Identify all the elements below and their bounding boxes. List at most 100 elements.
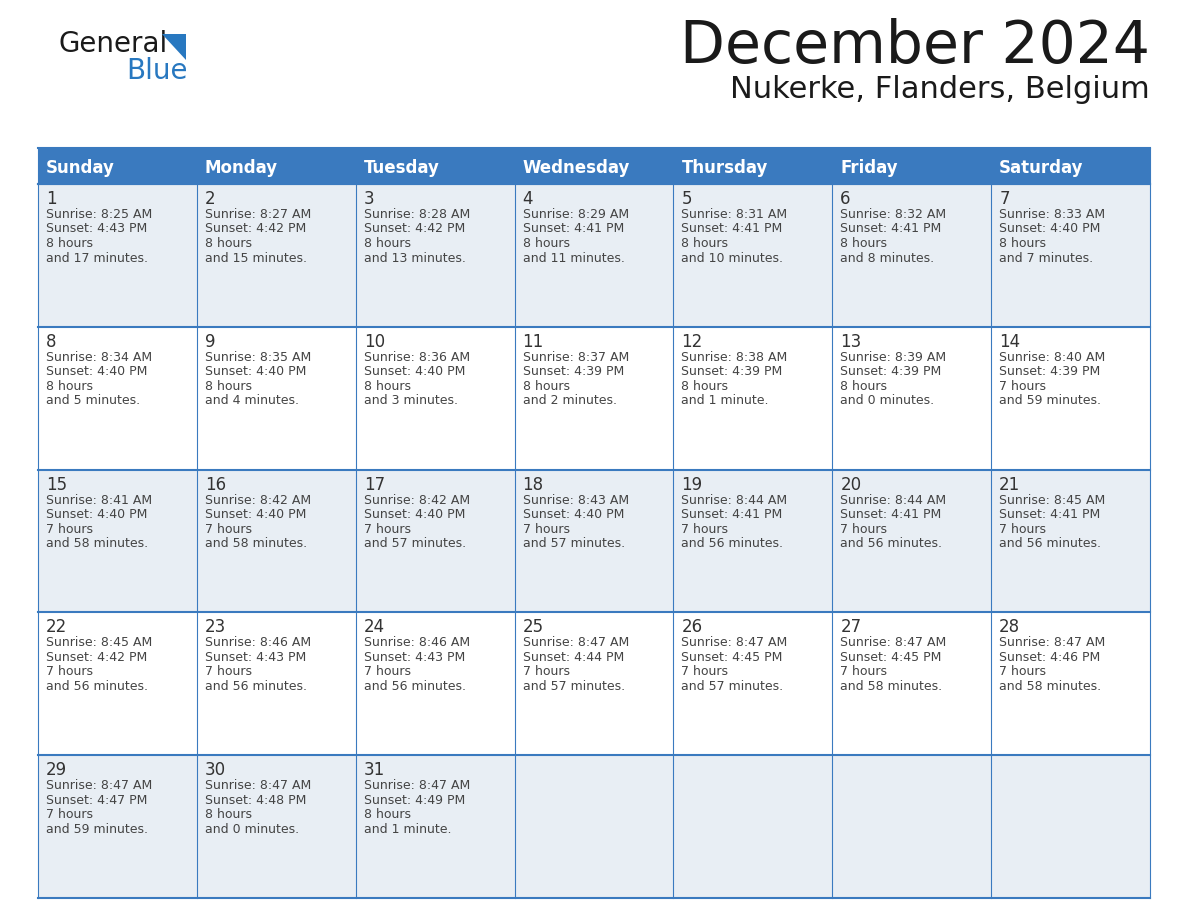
Text: and 57 minutes.: and 57 minutes.	[523, 537, 625, 550]
Text: 5: 5	[682, 190, 691, 208]
Text: Sunrise: 8:42 AM: Sunrise: 8:42 AM	[364, 494, 469, 507]
Text: Sunrise: 8:34 AM: Sunrise: 8:34 AM	[46, 351, 152, 364]
Text: Sunrise: 8:36 AM: Sunrise: 8:36 AM	[364, 351, 469, 364]
Text: Sunrise: 8:47 AM: Sunrise: 8:47 AM	[999, 636, 1105, 649]
Text: and 10 minutes.: and 10 minutes.	[682, 252, 783, 264]
Text: 13: 13	[840, 333, 861, 351]
Text: Sunrise: 8:39 AM: Sunrise: 8:39 AM	[840, 351, 947, 364]
Text: and 59 minutes.: and 59 minutes.	[46, 823, 148, 835]
Text: 8 hours: 8 hours	[46, 237, 93, 250]
Text: and 0 minutes.: and 0 minutes.	[840, 395, 935, 408]
Text: 8 hours: 8 hours	[682, 237, 728, 250]
Text: Sunday: Sunday	[46, 159, 115, 177]
Text: Sunset: 4:40 PM: Sunset: 4:40 PM	[204, 365, 307, 378]
Text: 8 hours: 8 hours	[523, 380, 569, 393]
Text: and 58 minutes.: and 58 minutes.	[999, 680, 1101, 693]
Text: Sunset: 4:43 PM: Sunset: 4:43 PM	[364, 651, 465, 664]
Text: 17: 17	[364, 476, 385, 494]
Text: Sunset: 4:40 PM: Sunset: 4:40 PM	[999, 222, 1100, 236]
Text: Sunset: 4:40 PM: Sunset: 4:40 PM	[46, 508, 147, 521]
Text: Wednesday: Wednesday	[523, 159, 630, 177]
Bar	[38, 612, 1150, 756]
Text: December 2024: December 2024	[680, 18, 1150, 75]
Text: Sunrise: 8:31 AM: Sunrise: 8:31 AM	[682, 208, 788, 221]
Text: and 5 minutes.: and 5 minutes.	[46, 395, 140, 408]
Text: and 56 minutes.: and 56 minutes.	[364, 680, 466, 693]
Text: 8 hours: 8 hours	[204, 380, 252, 393]
Text: 7 hours: 7 hours	[682, 522, 728, 535]
Text: and 59 minutes.: and 59 minutes.	[999, 395, 1101, 408]
Bar	[38, 470, 1150, 612]
Text: 3: 3	[364, 190, 374, 208]
Text: Sunset: 4:49 PM: Sunset: 4:49 PM	[364, 794, 465, 807]
Text: and 57 minutes.: and 57 minutes.	[364, 537, 466, 550]
Text: and 4 minutes.: and 4 minutes.	[204, 395, 299, 408]
Text: Sunrise: 8:45 AM: Sunrise: 8:45 AM	[46, 636, 152, 649]
Text: and 57 minutes.: and 57 minutes.	[523, 680, 625, 693]
Text: Nukerke, Flanders, Belgium: Nukerke, Flanders, Belgium	[731, 75, 1150, 104]
Text: Sunset: 4:39 PM: Sunset: 4:39 PM	[523, 365, 624, 378]
Text: 20: 20	[840, 476, 861, 494]
Text: 12: 12	[682, 333, 702, 351]
Bar	[38, 148, 1150, 184]
Text: Sunrise: 8:46 AM: Sunrise: 8:46 AM	[364, 636, 469, 649]
Text: Sunrise: 8:42 AM: Sunrise: 8:42 AM	[204, 494, 311, 507]
Text: Sunset: 4:41 PM: Sunset: 4:41 PM	[840, 222, 942, 236]
Text: and 7 minutes.: and 7 minutes.	[999, 252, 1093, 264]
Text: Blue: Blue	[126, 57, 188, 85]
Text: 23: 23	[204, 619, 226, 636]
Text: and 58 minutes.: and 58 minutes.	[840, 680, 942, 693]
Text: Sunrise: 8:37 AM: Sunrise: 8:37 AM	[523, 351, 628, 364]
Text: Sunrise: 8:47 AM: Sunrise: 8:47 AM	[46, 779, 152, 792]
Text: and 1 minute.: and 1 minute.	[364, 823, 451, 835]
Text: 6: 6	[840, 190, 851, 208]
Text: 4: 4	[523, 190, 533, 208]
Text: Sunset: 4:40 PM: Sunset: 4:40 PM	[364, 508, 465, 521]
Text: and 56 minutes.: and 56 minutes.	[840, 537, 942, 550]
Text: Sunrise: 8:38 AM: Sunrise: 8:38 AM	[682, 351, 788, 364]
Text: Sunrise: 8:46 AM: Sunrise: 8:46 AM	[204, 636, 311, 649]
Text: Sunrise: 8:45 AM: Sunrise: 8:45 AM	[999, 494, 1105, 507]
Text: 7 hours: 7 hours	[204, 522, 252, 535]
Text: and 56 minutes.: and 56 minutes.	[46, 680, 148, 693]
Text: Sunset: 4:42 PM: Sunset: 4:42 PM	[364, 222, 465, 236]
Text: 8 hours: 8 hours	[999, 237, 1047, 250]
Text: Sunrise: 8:44 AM: Sunrise: 8:44 AM	[682, 494, 788, 507]
Text: and 56 minutes.: and 56 minutes.	[682, 537, 783, 550]
Text: Sunrise: 8:47 AM: Sunrise: 8:47 AM	[840, 636, 947, 649]
Text: and 8 minutes.: and 8 minutes.	[840, 252, 935, 264]
Text: General: General	[58, 30, 168, 58]
Text: Sunset: 4:43 PM: Sunset: 4:43 PM	[46, 222, 147, 236]
Text: Sunset: 4:39 PM: Sunset: 4:39 PM	[682, 365, 783, 378]
Text: 7 hours: 7 hours	[364, 522, 411, 535]
Text: Tuesday: Tuesday	[364, 159, 440, 177]
Text: 8 hours: 8 hours	[204, 237, 252, 250]
Text: 7 hours: 7 hours	[682, 666, 728, 678]
Text: 8 hours: 8 hours	[204, 808, 252, 822]
Text: Sunset: 4:46 PM: Sunset: 4:46 PM	[999, 651, 1100, 664]
Text: Sunrise: 8:44 AM: Sunrise: 8:44 AM	[840, 494, 947, 507]
Text: Sunset: 4:40 PM: Sunset: 4:40 PM	[46, 365, 147, 378]
Text: and 17 minutes.: and 17 minutes.	[46, 252, 148, 264]
Text: 9: 9	[204, 333, 215, 351]
Text: Sunset: 4:39 PM: Sunset: 4:39 PM	[999, 365, 1100, 378]
Text: Sunset: 4:48 PM: Sunset: 4:48 PM	[204, 794, 307, 807]
Text: Sunset: 4:45 PM: Sunset: 4:45 PM	[682, 651, 783, 664]
Text: 7 hours: 7 hours	[840, 666, 887, 678]
Text: Sunrise: 8:27 AM: Sunrise: 8:27 AM	[204, 208, 311, 221]
Text: 29: 29	[46, 761, 68, 779]
Text: 22: 22	[46, 619, 68, 636]
Text: Sunrise: 8:47 AM: Sunrise: 8:47 AM	[523, 636, 628, 649]
Text: Sunrise: 8:35 AM: Sunrise: 8:35 AM	[204, 351, 311, 364]
Text: Sunrise: 8:33 AM: Sunrise: 8:33 AM	[999, 208, 1105, 221]
Text: Sunrise: 8:29 AM: Sunrise: 8:29 AM	[523, 208, 628, 221]
Text: 8 hours: 8 hours	[682, 380, 728, 393]
Text: 31: 31	[364, 761, 385, 779]
Text: Sunrise: 8:47 AM: Sunrise: 8:47 AM	[204, 779, 311, 792]
Text: 2: 2	[204, 190, 215, 208]
Text: 24: 24	[364, 619, 385, 636]
Text: 8 hours: 8 hours	[364, 237, 411, 250]
Text: and 15 minutes.: and 15 minutes.	[204, 252, 307, 264]
Text: 7: 7	[999, 190, 1010, 208]
Text: 8 hours: 8 hours	[364, 380, 411, 393]
